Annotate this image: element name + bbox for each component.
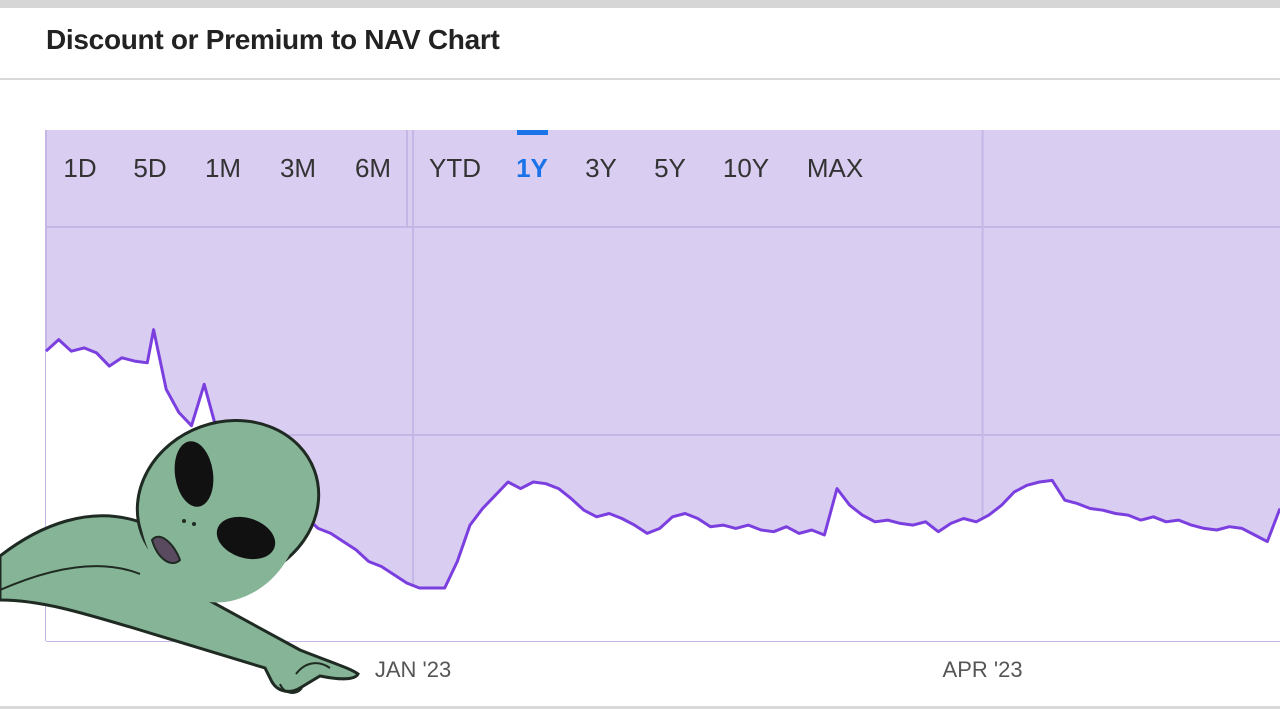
range-button-3y[interactable]: 3Y — [569, 140, 633, 195]
range-button-ytd[interactable]: YTD — [423, 140, 487, 195]
range-button-label: 6M — [355, 153, 391, 183]
x-tick-label: APR '23 — [943, 657, 1023, 682]
green-alien-pointing-icon — [0, 419, 360, 694]
range-button-label: 1Y — [516, 153, 548, 183]
x-tick-label: JAN '23 — [375, 657, 451, 682]
range-button-label: 3M — [280, 153, 316, 183]
x-axis: JAN '23 APR '23 — [375, 657, 1023, 682]
range-button-5d[interactable]: 5D — [118, 140, 182, 195]
range-button-5y[interactable]: 5Y — [638, 140, 702, 195]
chart-title: Discount or Premium to NAV Chart — [46, 24, 500, 55]
range-button-label: 5Y — [654, 153, 686, 183]
active-range-indicator — [517, 130, 548, 135]
range-button-3m[interactable]: 3M — [266, 140, 330, 195]
range-button-6m[interactable]: 6M — [341, 140, 405, 195]
range-button-label: 3Y — [585, 153, 617, 183]
range-button-1y[interactable]: 1Y — [500, 140, 564, 195]
range-button-10y[interactable]: 10Y — [714, 140, 778, 195]
range-selector: 1D 5D 1M 3M 6M YTD 1Y 3Y 5Y 10Y MAX — [48, 130, 867, 227]
range-button-label: YTD — [429, 153, 481, 183]
range-button-1d[interactable]: 1D — [48, 140, 112, 195]
area-below-line — [46, 329, 1280, 641]
range-button-label: MAX — [807, 153, 863, 183]
range-button-label: 1M — [205, 153, 241, 183]
range-button-max[interactable]: MAX — [803, 140, 867, 195]
range-button-1m[interactable]: 1M — [191, 140, 255, 195]
top-border — [0, 0, 1280, 8]
range-button-label: 5D — [133, 153, 166, 183]
bottom-divider — [0, 706, 1280, 709]
range-button-label: 10Y — [723, 153, 769, 183]
title-divider — [0, 78, 1280, 80]
range-button-label: 1D — [63, 153, 96, 183]
